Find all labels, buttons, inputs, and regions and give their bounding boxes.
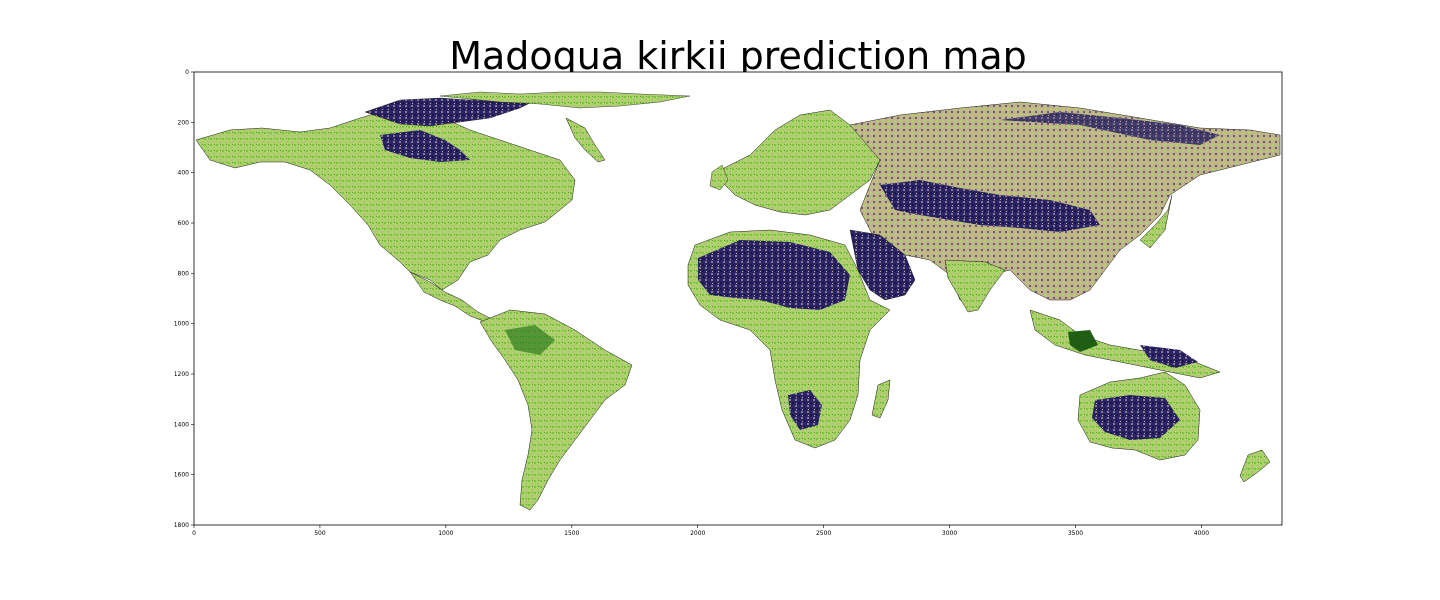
land-arctic-north bbox=[439, 91, 691, 109]
y-axis: 0 200 400 600 800 1000 1200 1400 1600 1800 bbox=[174, 69, 194, 529]
y-tick-label: 400 bbox=[178, 170, 190, 177]
land-new-zealand bbox=[1239, 449, 1271, 483]
y-tick-label: 200 bbox=[178, 119, 190, 126]
x-tick-label: 2000 bbox=[690, 530, 705, 537]
y-tick-label: 1000 bbox=[174, 321, 189, 328]
x-tick-label: 3500 bbox=[1068, 530, 1083, 537]
land-south-america bbox=[479, 309, 633, 511]
land-sahara-dark bbox=[698, 240, 850, 310]
land-kalahari-dark bbox=[788, 390, 822, 430]
land-greenland bbox=[565, 117, 606, 163]
land-japan bbox=[1139, 194, 1173, 249]
land-uk bbox=[709, 164, 729, 191]
x-tick-label: 1000 bbox=[438, 530, 453, 537]
land-canada-arctic-dark bbox=[380, 130, 470, 162]
land-amazon-dark bbox=[505, 325, 555, 355]
land-new-guinea-dark bbox=[1140, 345, 1198, 368]
land-australia-interior-dark bbox=[1092, 395, 1180, 440]
x-tick-label: 4000 bbox=[1194, 530, 1209, 537]
y-tick-label: 1800 bbox=[174, 522, 189, 529]
y-tick-label: 1600 bbox=[174, 472, 189, 479]
map-title: Madoqua kirkii prediction map bbox=[449, 34, 1027, 78]
land-borneo-dark bbox=[1068, 330, 1098, 352]
world-map-layer bbox=[195, 91, 1281, 511]
land-europe bbox=[719, 109, 881, 216]
land-siberia-dark bbox=[1000, 112, 1220, 145]
y-tick-label: 1400 bbox=[174, 421, 189, 428]
x-tick-label: 1500 bbox=[564, 530, 579, 537]
y-tick-label: 0 bbox=[185, 69, 189, 76]
y-tick-label: 1200 bbox=[174, 371, 189, 378]
land-central-asia-dark bbox=[880, 180, 1100, 232]
y-tick-label: 600 bbox=[178, 220, 190, 227]
y-tick-label: 800 bbox=[178, 270, 190, 277]
land-arabia bbox=[849, 229, 916, 301]
land-india bbox=[944, 259, 1006, 313]
x-tick-label: 2500 bbox=[816, 530, 831, 537]
x-tick-label: 0 bbox=[192, 530, 196, 537]
x-tick-label: 3000 bbox=[942, 530, 957, 537]
x-tick-label: 500 bbox=[314, 530, 326, 537]
x-axis: 0 500 1000 1500 2000 2500 3000 3500 4000 bbox=[192, 525, 1209, 537]
land-madagascar bbox=[871, 379, 891, 419]
